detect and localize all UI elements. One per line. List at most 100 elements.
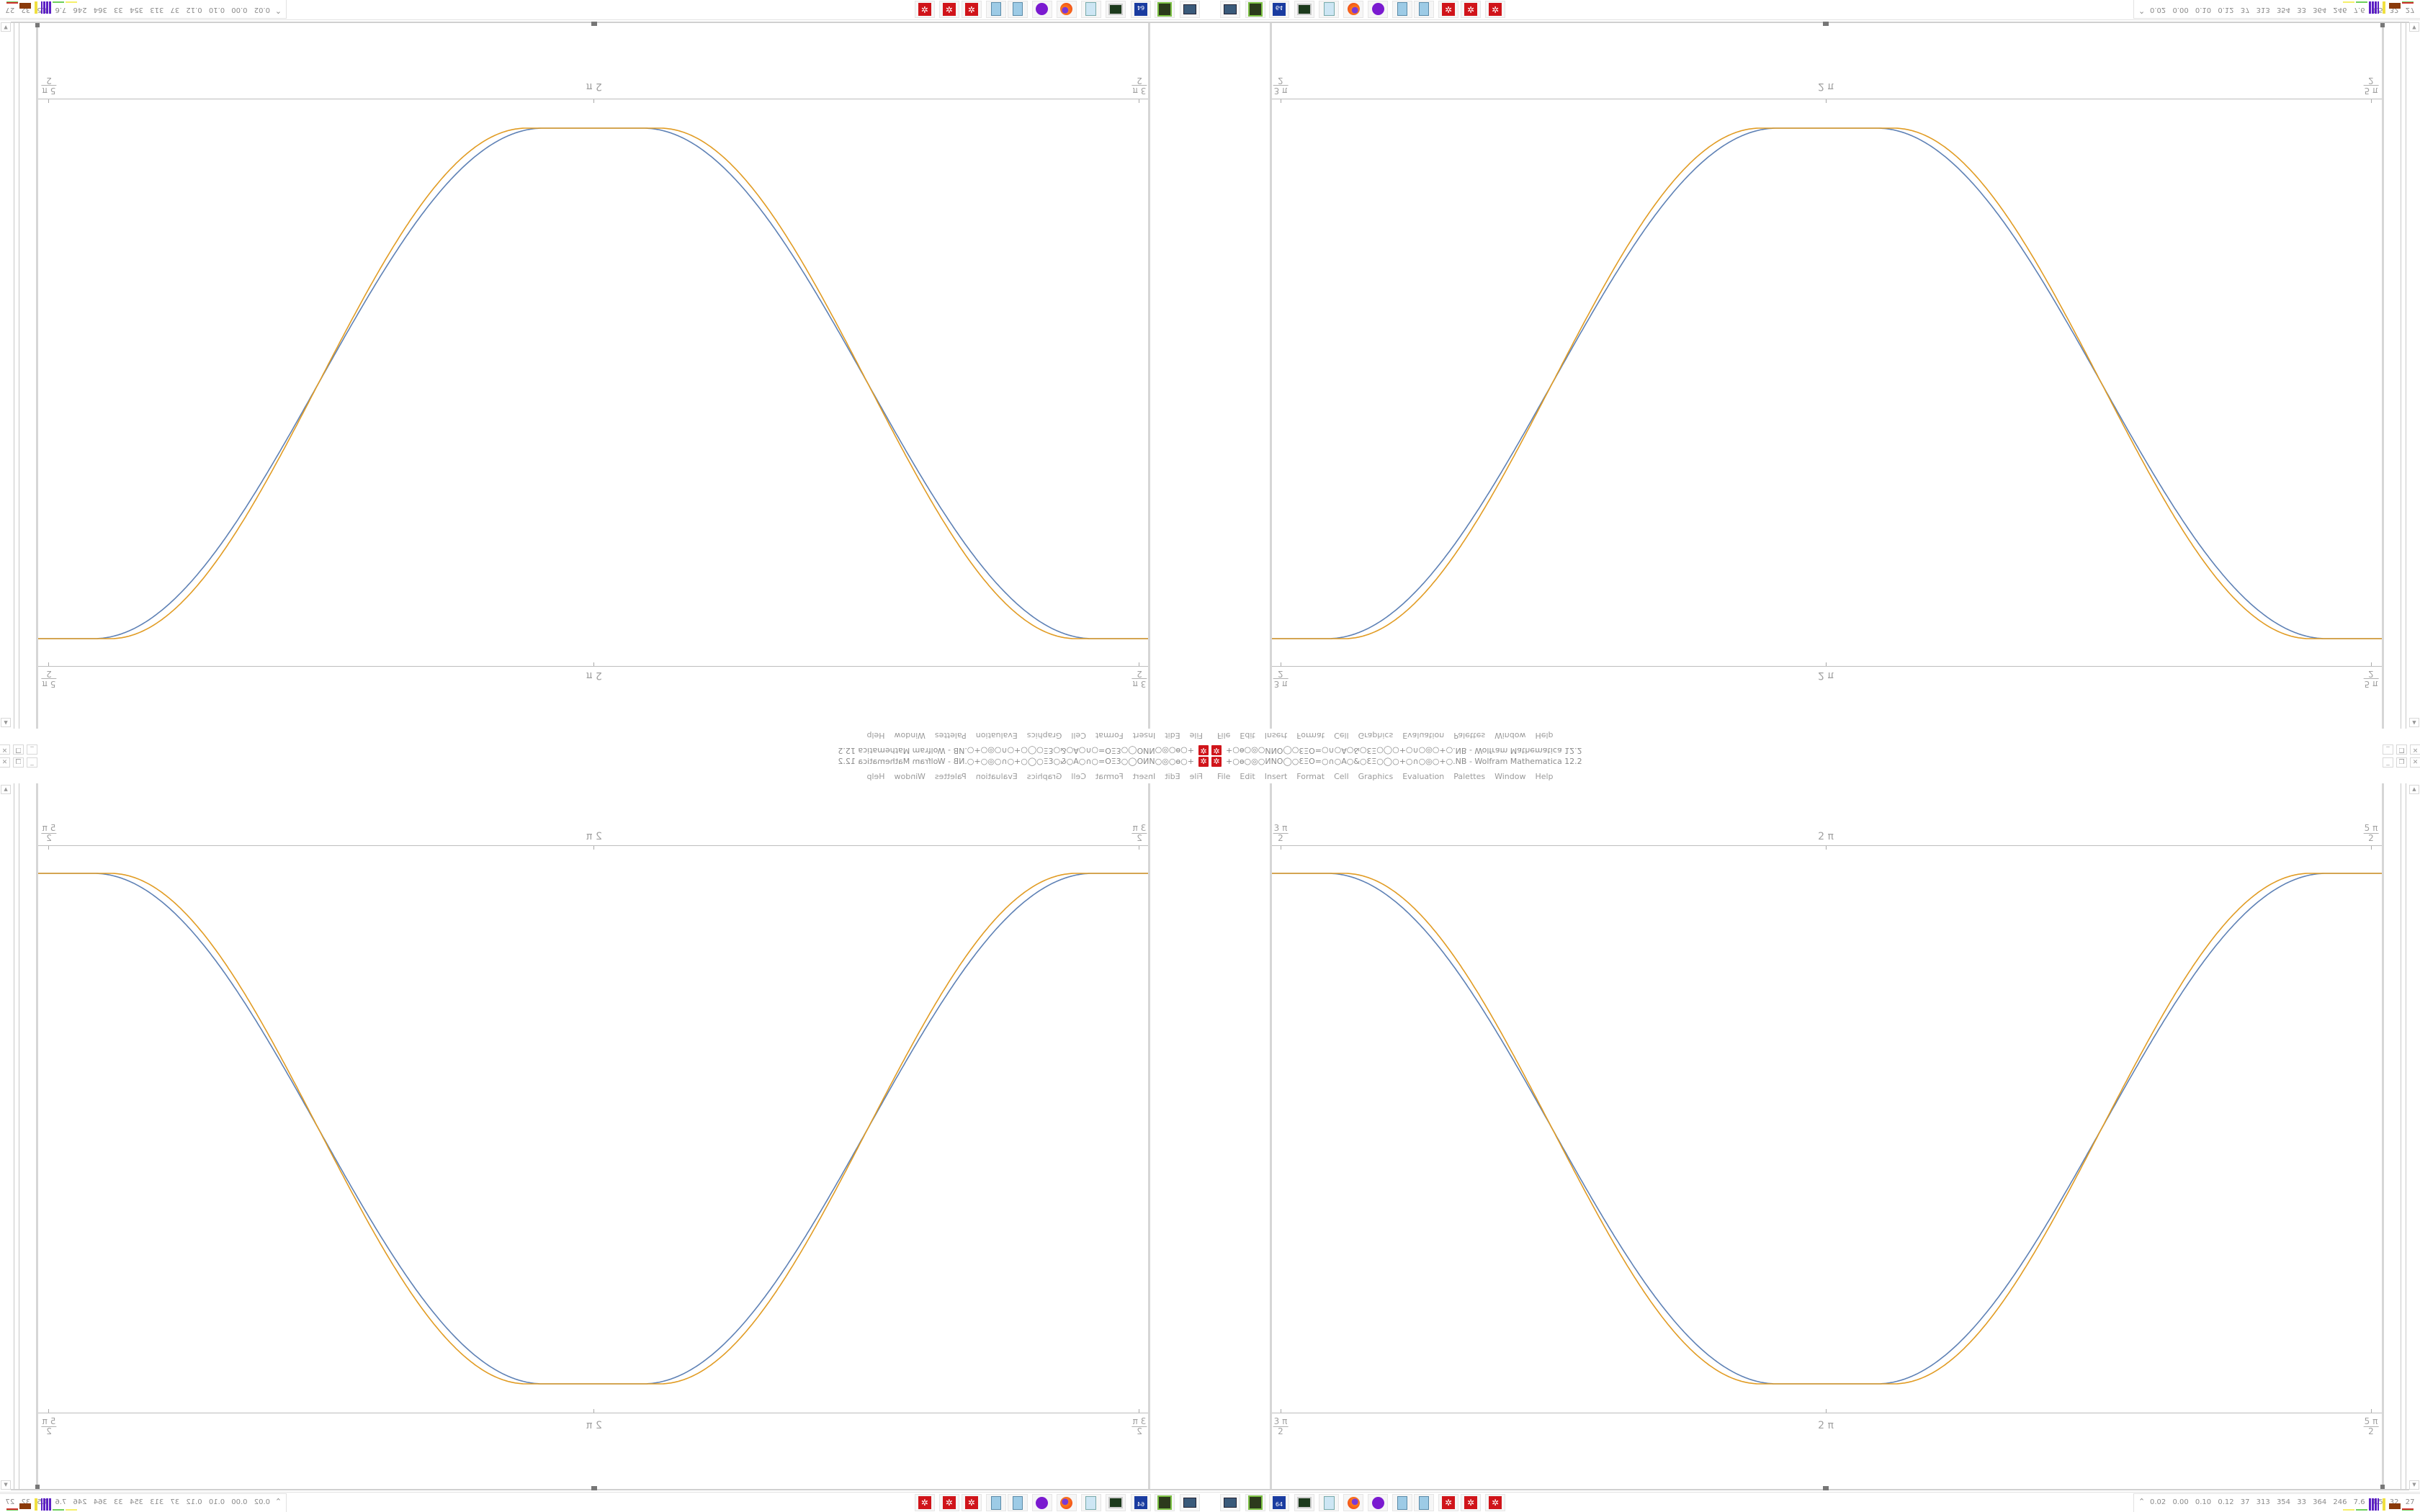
webcam-monitor-icon[interactable] xyxy=(1220,1494,1240,1511)
menu-evaluation[interactable]: Evaluation xyxy=(1402,731,1445,740)
system-monitor-icon[interactable] xyxy=(1106,1,1126,18)
calculator-icon[interactable] xyxy=(1414,1,1434,18)
menu-window[interactable]: Window xyxy=(894,731,926,740)
tray-chevron-icon[interactable]: ⌃ xyxy=(274,1497,282,1506)
menu-help[interactable]: Help xyxy=(1535,772,1554,781)
horizontal-scroll-thumb[interactable] xyxy=(1823,22,1829,26)
scroll-up-button[interactable]: ▲ xyxy=(2409,785,2419,794)
webcam-monitor-icon[interactable] xyxy=(1220,1,1240,18)
horizontal-scrollbar[interactable] xyxy=(11,1489,1210,1490)
menu-graphics[interactable]: Graphics xyxy=(1358,772,1394,781)
menu-help[interactable]: Help xyxy=(866,731,885,740)
scroll-down-button[interactable]: ▼ xyxy=(2409,22,2419,32)
purple-mask-icon[interactable] xyxy=(1032,1494,1052,1511)
menu-window[interactable]: Window xyxy=(1494,731,1526,740)
mathematica-icon[interactable]: ✲ xyxy=(1485,1,1505,18)
system-monitor-icon[interactable] xyxy=(1294,1494,1314,1511)
menu-edit[interactable]: Edit xyxy=(1240,731,1255,740)
menu-format[interactable]: Format xyxy=(1296,731,1325,740)
menu-cell[interactable]: Cell xyxy=(1071,731,1086,740)
purple-mask-icon[interactable] xyxy=(1368,1494,1388,1511)
mathematica-icon[interactable]: ✲ xyxy=(939,1494,959,1511)
scroll-up-button[interactable]: ▲ xyxy=(2409,718,2419,727)
notepad-icon[interactable] xyxy=(1081,1494,1101,1511)
mathematica-icon[interactable]: ✲ xyxy=(1438,1,1458,18)
resize-corner[interactable] xyxy=(35,1485,40,1489)
resize-corner[interactable] xyxy=(35,23,40,27)
mathematica-icon[interactable]: ✲ xyxy=(1438,1494,1458,1511)
menu-cell[interactable]: Cell xyxy=(1071,772,1086,781)
tray-chevron-icon[interactable]: ⌃ xyxy=(2138,6,2146,15)
restore-button[interactable]: ❐ xyxy=(13,757,24,768)
menu-graphics[interactable]: Graphics xyxy=(1358,731,1394,740)
mathematica-icon[interactable]: ✲ xyxy=(939,1,959,18)
restore-button[interactable]: ❐ xyxy=(2396,744,2407,755)
restore-button[interactable]: ❐ xyxy=(2396,757,2407,768)
mathematica-icon[interactable]: ✲ xyxy=(915,1494,935,1511)
close-button[interactable]: ✕ xyxy=(2410,744,2420,755)
mathematica-icon[interactable]: ✲ xyxy=(962,1,982,18)
menu-edit[interactable]: Edit xyxy=(1165,731,1180,740)
green-device-icon[interactable] xyxy=(1155,1494,1175,1511)
mathematica-icon[interactable]: ✲ xyxy=(1461,1,1481,18)
mathematica-icon[interactable]: ✲ xyxy=(1461,1494,1481,1511)
minimize-button[interactable]: _ xyxy=(27,744,37,755)
menu-format[interactable]: Format xyxy=(1095,772,1124,781)
firefox-icon[interactable] xyxy=(1343,1494,1363,1511)
menu-help[interactable]: Help xyxy=(866,772,885,781)
menu-cell[interactable]: Cell xyxy=(1334,731,1349,740)
minimize-button[interactable]: _ xyxy=(2383,757,2393,768)
scroll-up-button[interactable]: ▲ xyxy=(1,785,11,794)
green-device-icon[interactable] xyxy=(1245,1494,1265,1511)
calculator-icon[interactable] xyxy=(1392,1494,1412,1511)
system-monitor-icon[interactable] xyxy=(1106,1494,1126,1511)
menu-insert[interactable]: Insert xyxy=(1132,731,1156,740)
close-button[interactable]: ✕ xyxy=(0,757,10,768)
horizontal-scroll-thumb[interactable] xyxy=(591,22,597,26)
minimize-button[interactable]: _ xyxy=(2383,744,2393,755)
webcam-monitor-icon[interactable] xyxy=(1180,1494,1200,1511)
resize-corner[interactable] xyxy=(2380,23,2385,27)
resize-corner[interactable] xyxy=(2380,1485,2385,1489)
menu-insert[interactable]: Insert xyxy=(1132,772,1156,781)
menu-insert[interactable]: Insert xyxy=(1264,731,1288,740)
menu-graphics[interactable]: Graphics xyxy=(1026,772,1062,781)
menu-file[interactable]: File xyxy=(1189,772,1203,781)
menu-file[interactable]: File xyxy=(1189,731,1203,740)
scroll-down-button[interactable]: ▼ xyxy=(1,22,11,32)
menu-window[interactable]: Window xyxy=(1494,772,1526,781)
menu-cell[interactable]: Cell xyxy=(1334,772,1349,781)
floppy-64-icon[interactable]: 64 xyxy=(1131,1494,1151,1511)
mathematica-icon[interactable]: ✲ xyxy=(1485,1494,1505,1511)
scroll-down-button[interactable]: ▼ xyxy=(1,1480,11,1490)
menu-graphics[interactable]: Graphics xyxy=(1026,731,1062,740)
menu-edit[interactable]: Edit xyxy=(1240,772,1255,781)
close-button[interactable]: ✕ xyxy=(0,744,10,755)
firefox-icon[interactable] xyxy=(1057,1494,1077,1511)
menu-evaluation[interactable]: Evaluation xyxy=(1402,772,1445,781)
calculator-icon[interactable] xyxy=(1414,1494,1434,1511)
floppy-64-icon[interactable]: 64 xyxy=(1269,1,1289,18)
menu-format[interactable]: Format xyxy=(1296,772,1325,781)
menu-edit[interactable]: Edit xyxy=(1165,772,1180,781)
menu-evaluation[interactable]: Evaluation xyxy=(975,731,1018,740)
minimize-button[interactable]: _ xyxy=(27,757,37,768)
tray-chevron-icon[interactable]: ⌃ xyxy=(274,6,282,15)
notepad-icon[interactable] xyxy=(1081,1,1101,18)
menu-palettes[interactable]: Palettes xyxy=(1453,731,1486,740)
close-button[interactable]: ✕ xyxy=(2410,757,2420,768)
horizontal-scroll-thumb[interactable] xyxy=(1823,1486,1829,1490)
tray-chevron-icon[interactable]: ⌃ xyxy=(2138,1497,2146,1506)
calculator-icon[interactable] xyxy=(986,1,1006,18)
menu-file[interactable]: File xyxy=(1217,731,1231,740)
calculator-icon[interactable] xyxy=(1008,1,1028,18)
notepad-icon[interactable] xyxy=(1319,1494,1339,1511)
mathematica-icon[interactable]: ✲ xyxy=(915,1,935,18)
menu-palettes[interactable]: Palettes xyxy=(934,731,967,740)
system-monitor-icon[interactable] xyxy=(1294,1,1314,18)
horizontal-scrollbar[interactable] xyxy=(11,22,1210,23)
menu-insert[interactable]: Insert xyxy=(1264,772,1288,781)
purple-mask-icon[interactable] xyxy=(1032,1,1052,18)
scroll-down-button[interactable]: ▼ xyxy=(2409,1480,2419,1490)
green-device-icon[interactable] xyxy=(1245,1,1265,18)
